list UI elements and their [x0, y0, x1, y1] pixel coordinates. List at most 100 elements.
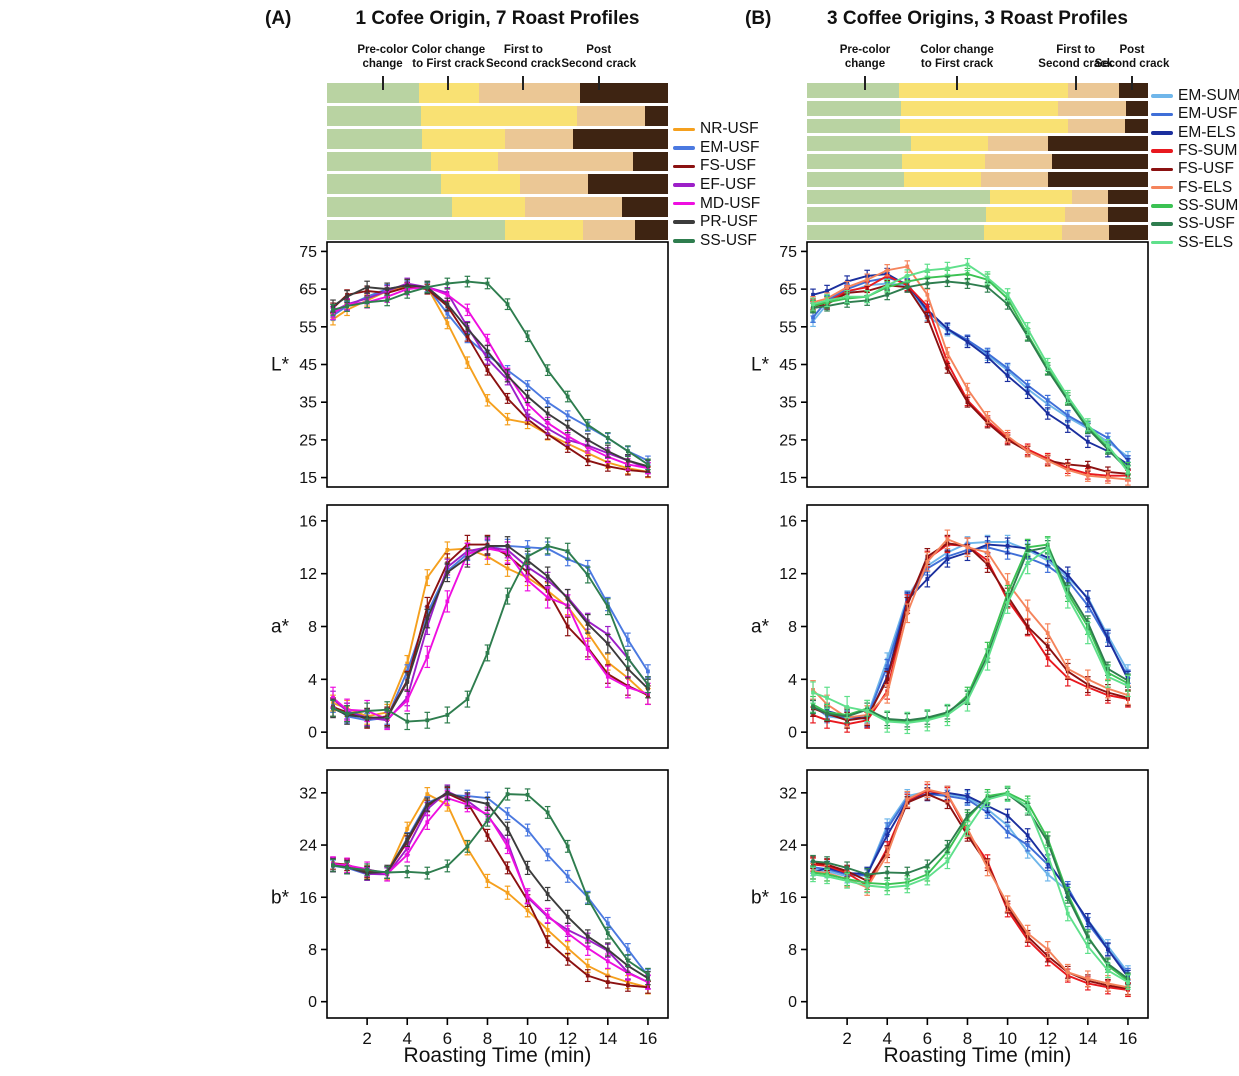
- phase-seg-post_second_crack: [1125, 100, 1148, 116]
- series-FS-USF: [810, 787, 1131, 996]
- legend-label: EM-SUM: [1178, 87, 1239, 105]
- phase-seg-first_to_second_crack: [478, 83, 580, 103]
- phase-seg-pre_color_change: [807, 136, 911, 152]
- xtick-16: 16: [638, 1029, 657, 1048]
- legend-label: EF-USF: [700, 176, 756, 194]
- xtick-8: 8: [483, 1029, 492, 1048]
- ytick-45: 45: [779, 357, 797, 374]
- phase-seg-post_second_crack: [580, 83, 668, 103]
- ytick-16: 16: [299, 513, 317, 530]
- phase-seg-pre_color_change: [807, 207, 987, 223]
- legend-label: SS-SUM: [1178, 196, 1239, 214]
- legend-item-FS-ELS: FS-ELS: [1151, 178, 1239, 196]
- ytick-45: 45: [299, 357, 317, 374]
- legend-label: SS-USF: [1178, 215, 1235, 233]
- legend-swatch-MD-USF: [673, 201, 695, 206]
- timeline-bar-EM-ELS: [807, 118, 1148, 134]
- phase-seg-post_second_crack: [1108, 207, 1148, 223]
- legend-swatch-SS-USF: [1151, 222, 1173, 227]
- phase-seg-post_second_crack: [1048, 136, 1148, 152]
- series-SS-SUM: [810, 536, 1131, 731]
- phase-seg-first_to_second_crack: [985, 154, 1053, 169]
- phase-label-2: Color change to First crack: [378, 44, 518, 71]
- panel-a-tag: (A): [265, 8, 292, 29]
- ytick-25: 25: [779, 432, 797, 449]
- phase-seg-color_change_to_first_crack: [902, 154, 986, 169]
- ytick-4: 4: [308, 672, 317, 689]
- phase-label-line: Post: [1119, 44, 1145, 56]
- series-EM-SUM: [810, 277, 1131, 463]
- ytick-32: 32: [779, 785, 797, 802]
- phase-seg-post_second_crack: [1118, 83, 1148, 98]
- timeline-bar-NR-USF: [327, 83, 668, 103]
- xtick-4: 4: [883, 1029, 892, 1048]
- ytick-75: 75: [299, 244, 317, 261]
- xtick-4: 4: [403, 1029, 412, 1048]
- phase-label-line: Second crack: [1038, 57, 1114, 70]
- ytick-16: 16: [779, 513, 797, 530]
- legend-panel-B: EM-SUM EM-USF EM-ELS FS-SUM FS-USF FS-ELS SS-S…: [1151, 87, 1239, 252]
- phase-seg-color_change_to_first_crack: [903, 171, 982, 187]
- phase-seg-pre_color_change: [327, 174, 441, 195]
- panel-a-title: 1 Cofee Origin, 7 Roast Profiles: [355, 8, 640, 29]
- legend-label: NR-USF: [700, 120, 759, 138]
- series-SS-USF: [810, 540, 1131, 728]
- phase-seg-first_to_second_crack: [1067, 118, 1126, 134]
- series-MD-USF: [330, 537, 651, 731]
- phase-seg-first_to_second_crack: [1062, 225, 1109, 240]
- series-SS-ELS: [810, 257, 1131, 479]
- phase-seg-first_to_second_crack: [520, 174, 588, 195]
- legend-swatch-NR-USF: [673, 127, 695, 132]
- ytick-35: 35: [779, 395, 797, 412]
- phase-label-line: to First crack: [920, 57, 994, 70]
- ytick-35: 35: [299, 395, 317, 412]
- phase-seg-color_change_to_first_crack: [989, 189, 1072, 205]
- timeline-bar-FS-ELS: [807, 171, 1148, 187]
- panel-b-title: 3 Coffee Origins, 3 Roast Profiles: [827, 8, 1128, 29]
- legend-item-PR-USF: PR-USF: [673, 213, 760, 232]
- legend-label: FS-SUM: [1178, 142, 1238, 160]
- ytick-0: 0: [308, 725, 317, 742]
- phase-tick-2: [447, 76, 450, 90]
- phase-seg-pre_color_change: [807, 225, 985, 240]
- phase-seg-pre_color_change: [327, 197, 452, 218]
- chart-Lstar-A: 75 65 55 45 35 25 15 L*: [271, 241, 669, 488]
- legend-swatch-EF-USF: [673, 183, 695, 187]
- phase-seg-pre_color_change: [327, 105, 421, 126]
- phase-seg-color_change_to_first_crack: [451, 197, 525, 218]
- legend-item-FS-USF: FS-USF: [673, 157, 760, 176]
- legend-item-SS-USF: SS-USF: [673, 232, 760, 251]
- phase-seg-first_to_second_crack: [1067, 83, 1119, 98]
- xtick-16: 16: [1118, 1029, 1137, 1048]
- yaxis-label-bstar: b*: [751, 887, 770, 908]
- timeline-bar-EM-USF: [327, 105, 668, 126]
- ytick-24: 24: [779, 838, 797, 855]
- legend-item-NR-USF: NR-USF: [673, 120, 760, 139]
- ytick-0: 0: [788, 725, 797, 742]
- phase-seg-pre_color_change: [807, 171, 904, 187]
- legend-item-EF-USF: EF-USF: [673, 176, 760, 195]
- phase-tick-3: [522, 76, 525, 90]
- xtick-8: 8: [963, 1029, 972, 1048]
- phase-label-line: to First crack: [412, 57, 485, 70]
- xtick-12: 12: [1038, 1029, 1057, 1048]
- legend-label: SS-ELS: [1178, 233, 1234, 251]
- legend-item-MD-USF: MD-USF: [673, 194, 760, 213]
- series-SS-ELS: [810, 786, 1131, 990]
- ytick-55: 55: [299, 319, 317, 336]
- xtick-6: 6: [923, 1029, 932, 1048]
- series-SS-ELS: [810, 537, 1131, 735]
- chart-Lstar-B: 75 65 55 45 35 25 15 L*: [751, 241, 1149, 488]
- phase-tick-1: [381, 76, 384, 90]
- ytick-16: 16: [779, 890, 797, 907]
- timeline-bar-PR-USF: [327, 197, 668, 218]
- phase-label-line: First to: [503, 44, 543, 56]
- series-NR-USF: [330, 540, 651, 725]
- phase-seg-first_to_second_crack: [497, 151, 633, 172]
- phase-label-4: Post Second crack: [1062, 44, 1202, 71]
- series-SS-USF: [810, 787, 1131, 986]
- ytick-8: 8: [788, 619, 797, 636]
- legend-swatch-SS-USF: [673, 239, 695, 243]
